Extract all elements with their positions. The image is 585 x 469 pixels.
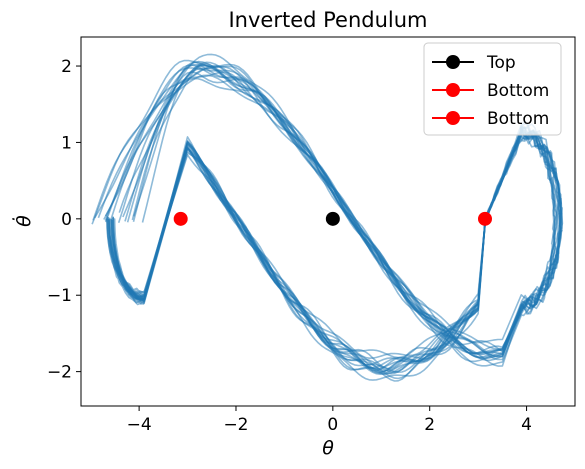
legend-label: Top <box>486 53 516 73</box>
x-tick-label: −2 <box>223 415 248 435</box>
y-axis-label: θ̇ <box>11 215 35 227</box>
legend-marker <box>446 83 460 97</box>
y-tick-label: 2 <box>61 57 72 77</box>
marker-top <box>325 211 340 226</box>
marker-bottom <box>477 211 492 226</box>
plot-frame <box>80 36 576 407</box>
y-tick-label: 0 <box>61 210 72 230</box>
x-tick-label: −4 <box>127 415 152 435</box>
legend-label: Bottom <box>487 81 549 101</box>
legend-label: Bottom <box>487 109 549 129</box>
x-tick-label: 4 <box>521 415 532 435</box>
legend: Top Bottom Bottom <box>423 42 562 136</box>
legend-marker <box>446 111 460 125</box>
y-axis: −2 −1 0 1 2 <box>47 57 81 383</box>
y-tick-label: −2 <box>47 363 72 383</box>
y-tick-label: −1 <box>47 286 72 306</box>
y-tick-label: 1 <box>61 133 72 153</box>
x-tick-label: 0 <box>327 415 338 435</box>
x-axis: −4 −2 0 2 4 <box>127 406 532 435</box>
x-tick-label: 2 <box>424 415 435 435</box>
x-axis-label: θ <box>322 437 334 459</box>
marker-layer <box>173 211 492 226</box>
marker-bottom <box>173 211 188 226</box>
legend-items: Top Bottom Bottom <box>432 53 549 129</box>
legend-marker <box>446 55 460 69</box>
chart-title: Inverted Pendulum <box>228 8 427 32</box>
